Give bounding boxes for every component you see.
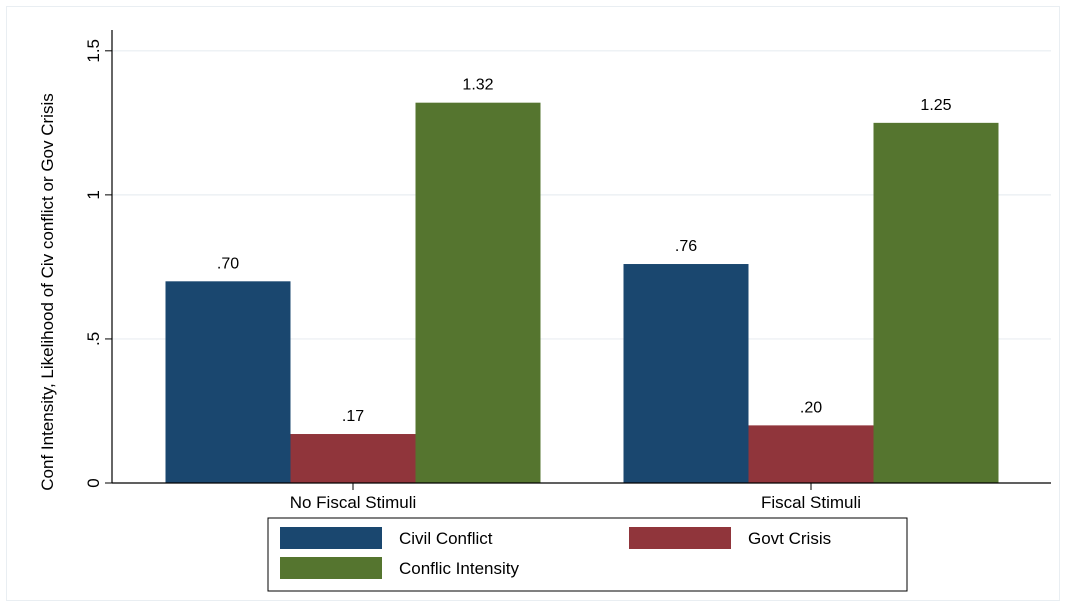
bar-value-labels: .70 .76 .17 .20 1.32 1.25 xyxy=(217,77,952,425)
y-tick-label: 0 xyxy=(84,478,103,487)
bar-value-label: .70 xyxy=(217,255,239,272)
bar xyxy=(623,264,749,483)
bar-value-label: .76 xyxy=(675,238,697,255)
legend-swatch xyxy=(280,557,382,579)
legend-label: Govt Crisis xyxy=(748,529,831,548)
legend-label: Civil Conflict xyxy=(399,529,493,548)
bar xyxy=(165,281,291,483)
legend: Civil Conflict Govt Crisis Conflic Intensi… xyxy=(267,517,908,592)
x-tick-label: No Fiscal Stimuli xyxy=(290,493,417,512)
bars xyxy=(165,102,999,484)
legend-swatch xyxy=(629,527,731,549)
y-tick-label: .5 xyxy=(84,332,103,346)
y-tick-label: 1 xyxy=(84,190,103,199)
y-axis-label: Conf Intensity, Likelihood of Civ confli… xyxy=(38,93,57,490)
y-tick-label: 1.5 xyxy=(84,39,103,63)
legend-label: Conflic Intensity xyxy=(399,559,519,578)
axes: 0 .5 1 1.5 No Fiscal Stimuli Fiscal Stimuli xyxy=(84,30,1051,512)
bar-value-label: 1.25 xyxy=(920,97,951,114)
bar xyxy=(290,434,416,483)
bar xyxy=(415,102,541,484)
bar xyxy=(873,122,999,483)
bar-value-label: 1.32 xyxy=(462,77,493,94)
x-tick-label: Fiscal Stimuli xyxy=(761,493,861,512)
bar-value-label: .20 xyxy=(800,399,822,416)
legend-swatch xyxy=(280,527,382,549)
bar xyxy=(748,425,874,483)
chart-border xyxy=(6,6,1060,601)
bar-value-label: .17 xyxy=(342,408,364,425)
